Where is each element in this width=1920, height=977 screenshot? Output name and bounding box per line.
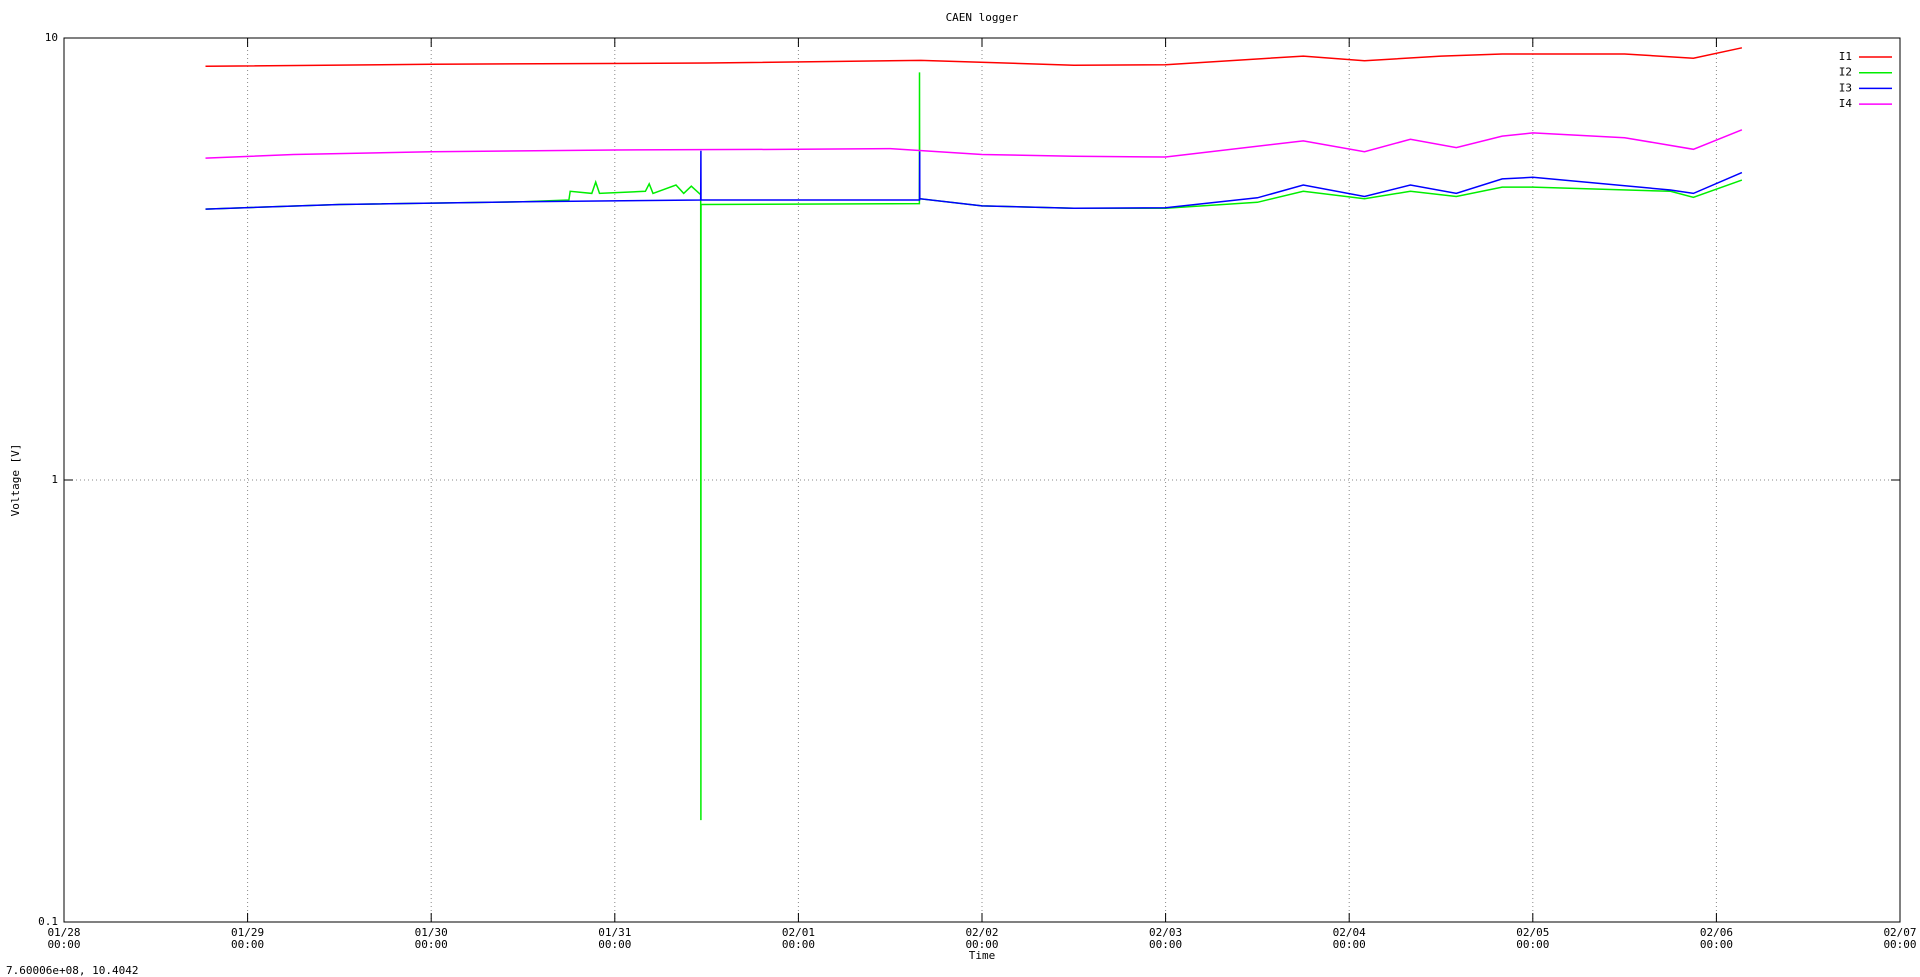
line-series: [205, 150, 1743, 210]
plot-border: [63, 37, 1901, 923]
y-tick-label: 0.1: [38, 915, 58, 928]
y-axis-label: Voltage [V]: [9, 444, 22, 517]
x-tick-label: 02/05 00:00: [1516, 926, 1550, 951]
x-tick-label: 02/07 00:00: [1883, 926, 1917, 951]
x-tick-label: 02/06 00:00: [1699, 926, 1733, 951]
line-series: [205, 129, 1743, 159]
legend-label: I1: [1839, 50, 1852, 63]
x-tick-label: 01/31 00:00: [598, 926, 632, 951]
y-tick-label: 1: [51, 473, 58, 486]
line-series: [205, 47, 1743, 68]
x-tick-label: 01/28 00:00: [47, 926, 81, 951]
x-tick-label: 01/30 00:00: [414, 926, 448, 951]
x-tick-label: 02/02 00:00: [965, 926, 999, 951]
legend-label: I4: [1839, 97, 1853, 110]
legend-label: I2: [1839, 66, 1852, 79]
chart-title: CAEN logger: [946, 11, 1019, 24]
y-tick-label: 10: [45, 31, 58, 44]
x-tick-label: 02/01 00:00: [781, 926, 815, 951]
coordinate-readout: 7.60006e+08, 10.4042: [6, 964, 138, 977]
x-tick-label: 02/04 00:00: [1332, 926, 1366, 951]
x-tick-label: 02/03 00:00: [1149, 926, 1183, 951]
line-series: [205, 72, 1743, 821]
legend-label: I3: [1839, 81, 1852, 94]
x-axis-label: Time: [969, 949, 996, 962]
x-tick-label: 01/29 00:00: [231, 926, 265, 951]
